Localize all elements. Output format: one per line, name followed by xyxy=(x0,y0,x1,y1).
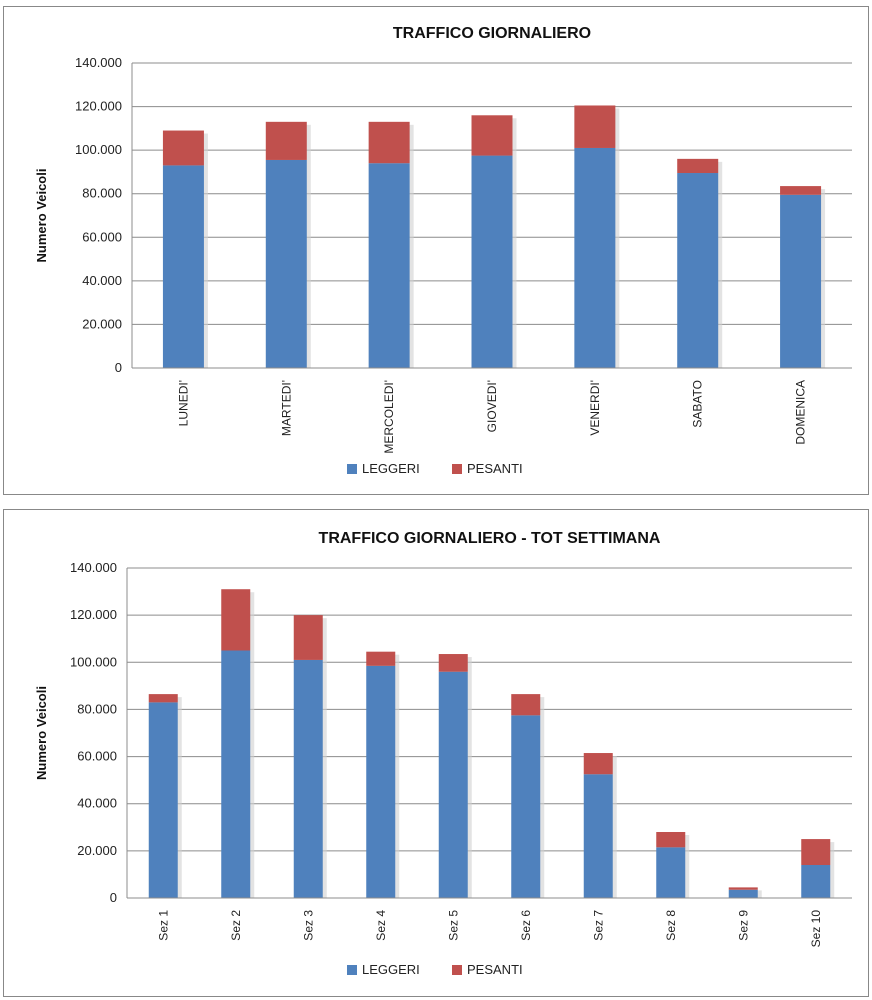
y-axis-label: Numero Veicoli xyxy=(34,686,49,780)
bar-leggeri-3 xyxy=(293,659,323,898)
legend-swatch-pesanti xyxy=(452,464,462,474)
y-tick-label: 20.000 xyxy=(77,843,117,858)
bar-pesanti-7 xyxy=(583,753,613,775)
bar-pesanti-1 xyxy=(162,130,204,166)
y-tick-label: 120.000 xyxy=(70,607,117,622)
y-tick-label: 100.000 xyxy=(75,142,122,157)
y-axis-label: Numero Veicoli xyxy=(34,169,49,263)
bar-leggeri-2 xyxy=(265,159,307,368)
bar-pesanti-2 xyxy=(265,121,307,160)
bar-leggeri-7 xyxy=(583,774,613,898)
x-tick-label: Sez 7 xyxy=(591,910,605,941)
x-tick-label: SABATO xyxy=(691,380,705,428)
x-tick-label: Sez 6 xyxy=(519,910,533,941)
y-tick-label: 40.000 xyxy=(82,273,122,288)
bar-pesanti-10 xyxy=(801,839,831,865)
legend-label-pesanti: PESANTI xyxy=(467,461,523,476)
y-tick-label: 140.000 xyxy=(75,55,122,70)
x-tick-label: GIOVEDI' xyxy=(485,380,499,432)
chart-title: TRAFFICO GIORNALIERO - TOT SETTIMANA xyxy=(319,530,661,547)
chart-panel-daily: TRAFFICO GIORNALIERO 0 20.000 40.000 60.000 8… xyxy=(3,6,869,495)
bar-pesanti-7 xyxy=(780,186,822,195)
bar-leggeri-5 xyxy=(574,147,616,368)
bar-pesanti-6 xyxy=(677,158,719,174)
bar-leggeri-2 xyxy=(221,650,251,898)
bar-pesanti-2 xyxy=(221,589,251,651)
chart-panel-weekly-total: TRAFFICO GIORNALIERO - TOT SETTIMANA 0 20.… xyxy=(3,509,869,997)
bar-pesanti-4 xyxy=(471,115,513,156)
y-tick-label: 140.000 xyxy=(70,560,117,575)
bar-pesanti-1 xyxy=(148,694,178,703)
bar-leggeri-6 xyxy=(677,173,719,368)
bar-leggeri-9 xyxy=(728,889,758,898)
x-tick-label: MERCOLEDI' xyxy=(382,380,396,454)
bar-leggeri-7 xyxy=(780,194,822,368)
x-tick-label: Sez 10 xyxy=(809,910,823,948)
x-tick-label: Sez 1 xyxy=(156,910,170,941)
x-tick-label: Sez 8 xyxy=(664,910,678,941)
bar-leggeri-5 xyxy=(438,671,468,898)
legend-swatch-leggeri xyxy=(347,965,357,975)
bar-pesanti-9 xyxy=(728,887,758,890)
x-tick-label: VENERDI' xyxy=(588,380,602,436)
bar-pesanti-6 xyxy=(511,694,541,716)
bar-pesanti-3 xyxy=(293,615,323,660)
chart-title: TRAFFICO GIORNALIERO xyxy=(393,25,591,42)
y-tick-label: 100.000 xyxy=(70,654,117,669)
bar-pesanti-5 xyxy=(574,105,616,148)
bar-leggeri-4 xyxy=(471,155,513,368)
chart-weekly-total-traffic: TRAFFICO GIORNALIERO - TOT SETTIMANA 0 20.… xyxy=(34,530,852,977)
bar-leggeri-10 xyxy=(801,865,831,898)
legend-label-leggeri: LEGGERI xyxy=(362,962,420,977)
x-tick-label: DOMENICA xyxy=(794,380,808,445)
legend-swatch-leggeri xyxy=(347,464,357,474)
bar-leggeri-4 xyxy=(366,665,396,898)
legend-swatch-pesanti xyxy=(452,965,462,975)
bar-leggeri-8 xyxy=(656,847,686,898)
bar-pesanti-8 xyxy=(656,832,686,848)
x-tick-label: LUNEDI' xyxy=(176,380,190,426)
y-tick-label: 40.000 xyxy=(77,796,117,811)
legend-label-leggeri: LEGGERI xyxy=(362,461,420,476)
bar-pesanti-3 xyxy=(368,121,410,164)
x-tick-label: Sez 5 xyxy=(446,910,460,941)
y-tick-label: 60.000 xyxy=(77,749,117,764)
bar-leggeri-6 xyxy=(511,715,541,898)
y-tick-label: 0 xyxy=(110,890,117,905)
x-tick-label: Sez 9 xyxy=(736,910,750,941)
y-tick-label: 0 xyxy=(115,360,122,375)
x-tick-label: Sez 4 xyxy=(374,910,388,941)
y-tick-label: 80.000 xyxy=(82,186,122,201)
bar-leggeri-1 xyxy=(162,165,204,368)
chart-daily-traffic: TRAFFICO GIORNALIERO 0 20.000 40.000 60.000 8… xyxy=(34,25,852,476)
x-tick-label: Sez 2 xyxy=(229,910,243,941)
y-tick-label: 60.000 xyxy=(82,229,122,244)
y-tick-label: 80.000 xyxy=(77,701,117,716)
x-tick-label: MARTEDI' xyxy=(279,380,293,436)
y-tick-label: 120.000 xyxy=(75,99,122,114)
legend-label-pesanti: PESANTI xyxy=(467,962,523,977)
bar-leggeri-1 xyxy=(148,702,178,898)
y-tick-label: 20.000 xyxy=(82,316,122,331)
bar-pesanti-4 xyxy=(366,651,396,666)
bar-pesanti-5 xyxy=(438,654,468,672)
bar-leggeri-3 xyxy=(368,163,410,368)
x-tick-label: Sez 3 xyxy=(301,910,315,941)
